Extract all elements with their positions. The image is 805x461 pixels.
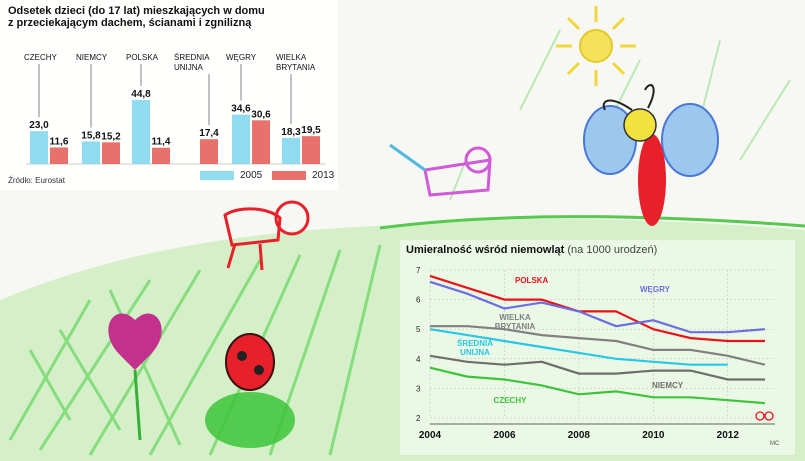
sun	[579, 29, 613, 63]
logo-mark	[755, 411, 765, 421]
bar-2005-5	[282, 137, 300, 164]
y-tick-label: 5	[416, 325, 421, 334]
bar-value-label: 23,0	[29, 120, 49, 131]
bar-2013-2	[152, 147, 170, 164]
credit: MC	[770, 441, 780, 447]
legend-label-2013: 2013	[312, 170, 335, 181]
x-tick-label: 2006	[493, 430, 516, 441]
series-line-węgry	[429, 280, 766, 334]
series-label: CZECHY	[494, 396, 528, 405]
bar-chart-title-block: Odsetek dzieci (do 17 lat) mieszkających…	[8, 5, 328, 29]
legend-swatch-2013	[272, 171, 306, 180]
butterfly-body	[638, 134, 666, 226]
sun-rays	[556, 6, 636, 86]
bar-2005-2	[132, 100, 150, 164]
cat-red	[223, 207, 282, 247]
bar-2013-0	[50, 147, 68, 164]
legend-2013: 2013	[272, 170, 334, 181]
category-label: UNIJNA	[174, 63, 204, 72]
bar-chart-title: Odsetek dzieci (do 17 lat) mieszkających…	[8, 5, 265, 17]
x-tick-label: 2004	[419, 430, 442, 441]
category-label: WIELKA	[276, 53, 307, 62]
heart-flower	[108, 313, 162, 370]
grass-tall-strokes	[449, 29, 791, 201]
bar-2005-0	[30, 131, 48, 164]
y-tick-label: 2	[416, 414, 421, 423]
category-label: POLSKA	[126, 53, 159, 62]
bar-2013-4	[252, 120, 270, 164]
legend-label-2005: 2005	[240, 170, 263, 181]
legend-swatch-2005	[200, 171, 234, 180]
y-tick-label: 7	[416, 266, 421, 275]
grass-top-line	[379, 215, 805, 230]
category-label: NIEMCY	[76, 53, 108, 62]
category-label: CZECHY	[24, 53, 58, 62]
series-label: UNIJNA	[460, 348, 490, 357]
bar-2005-4	[232, 114, 250, 164]
cat-red-legs	[226, 243, 264, 271]
series-line-czechy	[429, 366, 766, 405]
series-label: BRYTANIA	[495, 322, 536, 331]
bar-2013-5	[302, 136, 320, 164]
line-chart: 2 3 4 5 6 7 2004 2006 2008 2010 2012 POLSKA WĘGRY WIE…	[416, 266, 775, 441]
series-label: ŚREDNIA	[457, 339, 493, 348]
bar-value-label: 11,6	[50, 136, 69, 147]
cat-red-head	[274, 200, 310, 236]
x-tick-label: 2012	[717, 430, 740, 441]
series-line-średnia-unijna	[429, 328, 728, 366]
bar-chart: 23,011,6 CZECHY 15,8 15,2 NIEMCY 44,8 11,4 POLS…	[24, 53, 326, 165]
bar-value-label: 11,4	[152, 137, 171, 148]
series-label: WIELKA	[499, 313, 531, 322]
series-label: NIEMCY	[652, 381, 684, 390]
butterfly-antennae	[602, 84, 655, 111]
bar-value-label: 19,5	[301, 125, 321, 136]
butterfly-wing-right	[661, 103, 719, 177]
series-label: WĘGRY	[640, 285, 671, 294]
category-label: WĘGRY	[226, 53, 257, 62]
line-chart-title: Umieralność wśród niemowląt	[406, 244, 565, 256]
bar-value-label: 18,3	[281, 127, 301, 138]
bar-value-label: 15,8	[81, 130, 101, 141]
bar-value-label: 34,6	[231, 104, 251, 115]
bar-value-label: 15,2	[101, 131, 121, 142]
bar-value-label: 30,6	[251, 109, 271, 120]
flower-stem	[133, 369, 142, 441]
y-tick-label: 4	[416, 355, 421, 364]
bar-chart-subtitle: z przeciekającym dachem, ścianami i zgni…	[8, 17, 252, 29]
x-tick-label: 2010	[642, 430, 665, 441]
cat-top-head	[464, 146, 492, 174]
logo-mark	[764, 411, 774, 421]
line-chart-subtitle: (na 1000 urodzeń)	[567, 244, 658, 256]
category-label: ŚREDNIA	[174, 53, 210, 62]
line-chart-panel	[400, 240, 795, 455]
bar-2005-1	[82, 141, 100, 164]
category-label: BRYTANIA	[276, 63, 316, 72]
ladybug-spot	[254, 365, 264, 375]
bar-2013-3	[200, 139, 218, 164]
ladybug-spot	[237, 351, 247, 361]
leaf	[205, 392, 295, 448]
bar-value-label: 17,4	[199, 128, 219, 139]
legend-2005: 2005	[200, 170, 262, 181]
bar-2013-1	[102, 142, 120, 164]
series-line-wielka-brytania	[430, 325, 766, 366]
source-note: Źródło: Eurostat	[8, 176, 65, 185]
butterfly-head	[623, 108, 657, 142]
ladybug	[225, 333, 275, 391]
cat-top	[423, 158, 492, 197]
bar-value-label: 44,8	[131, 89, 151, 100]
y-tick-label: 3	[416, 384, 421, 393]
series-line-polska	[429, 274, 765, 343]
y-tick-label: 6	[416, 296, 421, 305]
series-label: POLSKA	[515, 276, 549, 285]
line-chart-title-block: Umieralność wśród niemowląt (na 1000 uro…	[406, 244, 657, 256]
x-tick-label: 2008	[568, 430, 591, 441]
series-line-niemcy	[429, 354, 765, 381]
cat-tail	[389, 143, 426, 172]
